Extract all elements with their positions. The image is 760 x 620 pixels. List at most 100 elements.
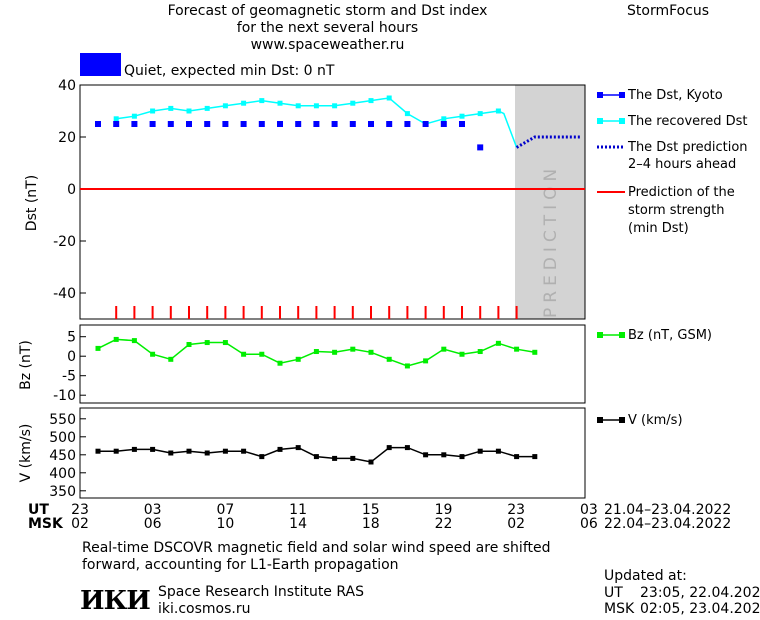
ut-tick-label: 07 xyxy=(216,502,235,518)
recovered-dst-point xyxy=(222,103,228,109)
legend-storm-label-2: storm strength xyxy=(628,203,725,218)
v-point xyxy=(241,448,247,454)
kyoto-dst-point xyxy=(167,121,174,127)
bz-point xyxy=(386,356,392,362)
kyoto-dst-point xyxy=(258,121,265,127)
msk-date-range: 22.04–23.04.2022 xyxy=(604,516,732,532)
kyoto-dst-point xyxy=(477,144,484,151)
ut-tick-label: 03 xyxy=(143,502,162,518)
v-point xyxy=(441,452,447,458)
legend-v-label: V (km/s) xyxy=(628,413,683,428)
bz-point xyxy=(150,351,156,357)
bz-point xyxy=(459,351,465,357)
dst-axis-title: Dst (nT) xyxy=(24,175,40,231)
institute-site[interactable]: iki.cosmos.ru xyxy=(158,601,251,617)
kyoto-dst-point xyxy=(404,121,411,127)
kyoto-dst-point xyxy=(277,121,283,127)
recovered-dst-point xyxy=(168,105,174,111)
kyoto-dst-point xyxy=(149,121,156,127)
legend-recovered-label: The recovered Dst xyxy=(628,114,748,129)
legend-v-marker-left xyxy=(597,417,603,423)
v-point xyxy=(150,446,156,452)
v-point xyxy=(495,448,501,454)
recovered-dst-point xyxy=(332,103,338,109)
bz-point xyxy=(441,346,447,352)
bz-panel-frame xyxy=(79,324,586,404)
bz-point xyxy=(313,349,319,355)
brand-name: StormFocus xyxy=(627,3,710,19)
bz-point xyxy=(186,342,192,347)
ut-axis-label: UT xyxy=(28,502,49,518)
recovered-dst-point xyxy=(350,100,356,106)
kyoto-dst-point xyxy=(440,121,447,127)
kyoto-dst-point xyxy=(204,121,211,127)
dst-ytick-label: 0 xyxy=(67,182,76,198)
msk-tick-label: 18 xyxy=(361,516,380,532)
ut-tick-label: 19 xyxy=(434,502,453,518)
footnote-line2: forward, accounting for L1-Earth propaga… xyxy=(82,557,399,573)
prediction-band xyxy=(515,85,585,319)
msk-tick-label: 02 xyxy=(71,516,89,532)
msk-tick-label: 06 xyxy=(143,516,162,532)
bz-point xyxy=(222,340,228,346)
msk-tick-label: 22 xyxy=(434,516,453,532)
recovered-dst-point xyxy=(186,108,192,114)
ut-tick-label: 03 xyxy=(579,502,598,518)
msk-tick-label: 06 xyxy=(579,516,598,532)
kyoto-dst-point xyxy=(331,121,338,127)
v-point xyxy=(332,455,338,461)
recovered-dst-point xyxy=(204,105,210,111)
v-ytick-label: 400 xyxy=(49,466,76,482)
legend-kyoto-marker-left xyxy=(597,92,603,98)
v-axis-title: V (km/s) xyxy=(18,424,34,483)
legend-storm-label-3: (min Dst) xyxy=(628,221,689,236)
v-point xyxy=(386,445,392,451)
legend-prediction-label-2: 2–4 hours ahead xyxy=(628,157,737,172)
dst-ytick-label: 20 xyxy=(58,130,76,146)
site-url[interactable]: www.spaceweather.ru xyxy=(250,37,405,53)
recovered-dst-point xyxy=(313,103,319,109)
bz-point xyxy=(168,356,174,362)
v-point xyxy=(295,445,301,451)
legend-v-marker-right xyxy=(619,417,625,423)
v-ytick-label: 450 xyxy=(49,448,76,464)
kyoto-dst-point xyxy=(240,121,247,127)
recovered-dst-point xyxy=(277,100,283,106)
v-point xyxy=(204,450,210,456)
v-point xyxy=(168,450,174,456)
v-point xyxy=(259,454,265,460)
v-point xyxy=(186,448,192,454)
recovered-dst-point xyxy=(404,111,410,117)
bz-point xyxy=(295,356,301,362)
v-point xyxy=(514,454,520,460)
kyoto-dst-point xyxy=(113,121,120,127)
msk-tick-label: 10 xyxy=(216,516,235,532)
msk-tick-label: 02 xyxy=(507,516,526,532)
v-point xyxy=(350,455,356,461)
bz-point xyxy=(368,349,374,355)
v-point xyxy=(113,448,119,454)
updated-msk-label: MSK xyxy=(604,601,635,617)
legend-kyoto-marker-right xyxy=(619,92,625,98)
bz-axis-title: Bz (nT) xyxy=(18,340,34,390)
bz-point xyxy=(113,336,119,342)
legend-kyoto-label: The Dst, Kyoto xyxy=(628,88,723,103)
bz-point xyxy=(423,358,429,364)
recovered-dst-point xyxy=(113,116,119,122)
bz-point xyxy=(495,340,501,346)
institute-name: Space Research Institute RAS xyxy=(158,584,364,600)
bz-point xyxy=(477,349,483,355)
ut-tick-label: 23 xyxy=(507,502,526,518)
v-point xyxy=(313,454,319,460)
legend-bz-label: Bz (nT, GSM) xyxy=(628,328,713,343)
iki-logo: ИКИ xyxy=(80,586,151,616)
bz-ytick-label: 0 xyxy=(67,349,76,365)
v-panel-frame xyxy=(79,407,586,499)
status-text: Quiet, expected min Dst: 0 nT xyxy=(124,63,335,79)
v-ytick-label: 350 xyxy=(49,484,76,500)
v-point xyxy=(532,454,538,460)
recovered-dst-point xyxy=(495,108,501,114)
recovered-dst-line xyxy=(116,97,518,148)
